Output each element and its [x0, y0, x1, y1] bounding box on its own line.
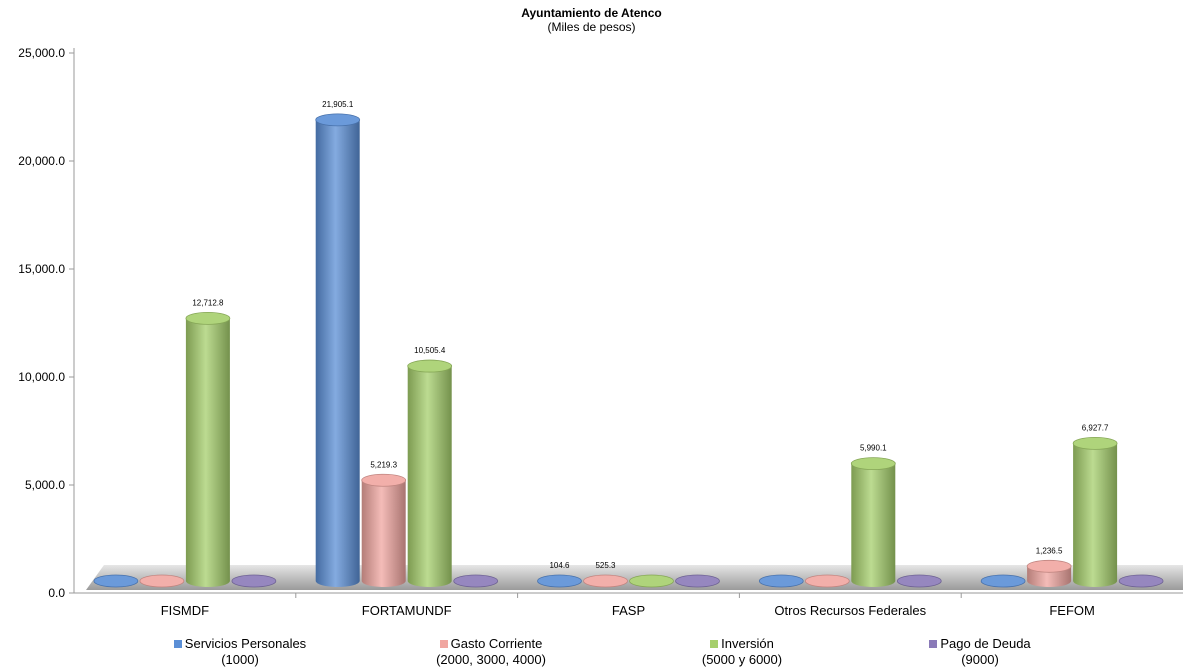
- data-label: 12,712.8: [192, 298, 224, 307]
- legend-label-code: (1000): [221, 652, 259, 667]
- legend-label-code: (5000 y 6000): [701, 652, 783, 667]
- bar: [361, 473, 407, 587]
- bar: [453, 574, 499, 588]
- data-label: 6,927.7: [1082, 423, 1109, 432]
- bar: [231, 574, 277, 588]
- legend-item: Inversión (5000 y 6000): [632, 636, 852, 668]
- bar: [758, 574, 804, 588]
- bar: [1026, 559, 1072, 587]
- bar: [93, 574, 139, 588]
- chart-title: Ayuntamiento de Atenco: [521, 6, 662, 20]
- x-tick-label: Otros Recursos Federales: [774, 603, 926, 618]
- data-label: 5,219.3: [370, 460, 397, 469]
- bar: [185, 312, 231, 587]
- bar: [896, 574, 942, 588]
- legend-swatch: [929, 640, 938, 648]
- legend-item: Gasto Corriente (2000, 3000, 4000): [381, 636, 601, 668]
- y-tick-label: 20,000.0: [18, 154, 65, 168]
- y-tick-label: 25,000.0: [18, 46, 65, 60]
- x-tick-label: FEFOM: [1049, 603, 1095, 618]
- chart-subtitle: (Miles de pesos): [547, 20, 636, 34]
- y-tick-label: 5,000.0: [25, 478, 65, 492]
- bar: [850, 457, 896, 587]
- data-label: 525.3: [595, 561, 616, 570]
- legend-swatch: [710, 640, 719, 648]
- bar: [139, 574, 185, 588]
- x-tick-label: FORTAMUNDF: [362, 603, 452, 618]
- y-tick-label: 0.0: [48, 586, 65, 600]
- bar: [315, 113, 361, 587]
- legend-item: Servicios Personales (1000): [130, 636, 350, 668]
- data-label: 10,505.4: [414, 346, 446, 355]
- legend-label: Servicios Personales: [184, 636, 307, 651]
- bar: [1118, 574, 1164, 588]
- data-label: 1,236.5: [1036, 546, 1063, 555]
- x-tick-label: FISMDF: [161, 603, 209, 618]
- legend-label-code: (2000, 3000, 4000): [436, 652, 546, 667]
- legend-label: Gasto Corriente: [450, 636, 543, 651]
- data-label: 21,905.1: [322, 100, 354, 109]
- bar: [980, 574, 1026, 588]
- legend-swatch: [439, 640, 448, 648]
- bar: [804, 574, 850, 588]
- y-tick-label: 15,000.0: [18, 262, 65, 276]
- legend-label: Inversión: [721, 636, 774, 651]
- legend-label-code: (9000): [961, 652, 999, 667]
- legend-swatch: [173, 640, 182, 648]
- y-tick-label: 10,000.0: [18, 370, 65, 384]
- bar: [1072, 436, 1118, 587]
- bar: [629, 574, 674, 588]
- bar: [583, 574, 628, 588]
- legend-item: Pago de Deuda (9000): [870, 636, 1090, 668]
- bar: [537, 574, 582, 588]
- x-tick-label: FASP: [612, 603, 645, 618]
- data-label: 5,990.1: [860, 444, 887, 453]
- data-label: 104.6: [549, 561, 570, 570]
- bar: [675, 574, 720, 588]
- legend-label: Pago de Deuda: [940, 636, 1031, 651]
- bar: [407, 359, 453, 587]
